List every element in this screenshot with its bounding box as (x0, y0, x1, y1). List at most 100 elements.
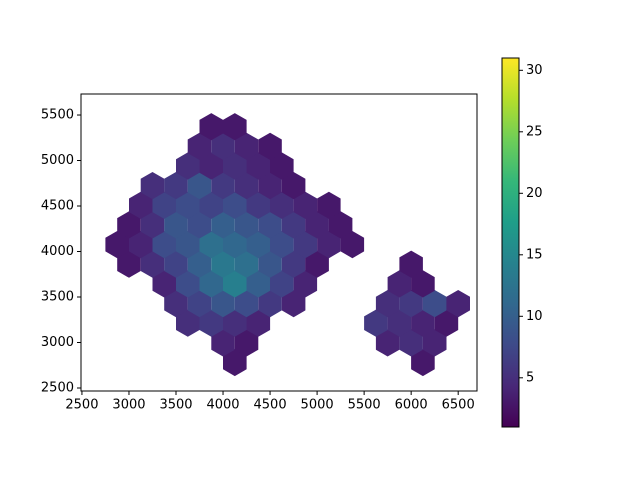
hex-cell (223, 152, 247, 180)
hex-cell (246, 191, 271, 219)
hex-cell (117, 250, 141, 278)
hex-cell (293, 270, 318, 298)
colorbar-tick-label: 5 (526, 370, 534, 385)
hex-cell (422, 329, 447, 357)
hex-cell (234, 211, 259, 239)
hex-cell (246, 270, 271, 298)
colorbar-tick-label: 25 (526, 124, 543, 139)
x-tick-label: 4000 (206, 398, 239, 413)
hex-cell (281, 211, 306, 239)
hex-cell (317, 191, 341, 219)
colorbar-tick-label: 10 (526, 309, 543, 324)
hex-cell (211, 329, 235, 357)
x-tick-label: 3500 (159, 398, 192, 413)
hex-cell (176, 231, 200, 259)
hex-cell (234, 250, 259, 278)
y-tick-label: 2500 (41, 380, 74, 395)
hex-cell (211, 250, 235, 278)
hex-cell (258, 172, 282, 200)
hex-cell (129, 231, 153, 259)
hex-cell (422, 290, 447, 318)
hex-cell (270, 152, 294, 180)
hex-cell (258, 250, 282, 278)
hex-cell (270, 270, 294, 298)
y-tick-label: 3500 (41, 290, 74, 305)
y-tick-label: 4500 (41, 199, 74, 214)
x-tick-label: 3000 (112, 398, 145, 413)
hex-cell (187, 211, 212, 239)
hex-cell (340, 231, 365, 259)
hex-cell (223, 270, 247, 298)
hex-cell (270, 191, 294, 219)
hex-cell (199, 113, 224, 141)
hex-cell (246, 231, 271, 259)
hex-cell (375, 290, 400, 318)
hex-cell (399, 290, 423, 318)
hex-cell (411, 309, 435, 337)
hex-cell (140, 172, 165, 200)
hex-cell (434, 309, 459, 337)
y-tick-label: 3000 (41, 335, 74, 350)
hex-cell (199, 270, 224, 298)
y-tick-label: 5000 (41, 153, 74, 168)
hex-cell (317, 231, 341, 259)
hex-cell (223, 113, 247, 141)
hex-cell (176, 309, 200, 337)
hex-cell (258, 132, 282, 160)
hex-cell (270, 231, 294, 259)
hex-cell (305, 250, 329, 278)
x-tick-label: 6000 (395, 398, 428, 413)
y-tick-label: 4000 (41, 244, 74, 259)
hex-cell (140, 211, 165, 239)
y-tick-label: 5500 (41, 108, 74, 123)
plot-frame (80, 93, 478, 392)
hex-cell (446, 290, 470, 318)
x-tick-label: 6500 (442, 398, 475, 413)
hex-cell (211, 290, 235, 318)
hex-cell (176, 152, 200, 180)
hex-cell (234, 329, 259, 357)
x-tick-label: 4500 (254, 398, 287, 413)
hex-cell (164, 172, 188, 200)
hex-cell (176, 270, 200, 298)
hex-cell (234, 290, 259, 318)
hex-cell (399, 250, 423, 278)
hex-cell (281, 250, 306, 278)
hex-cell (399, 329, 423, 357)
hex-cell (411, 348, 435, 377)
hex-cell (187, 132, 212, 160)
hex-cell (199, 152, 224, 180)
hex-cell (187, 250, 212, 278)
hex-cell (411, 270, 435, 298)
hex-cell (199, 191, 224, 219)
hex-cell (293, 231, 318, 259)
hex-cell (211, 211, 235, 239)
hex-cell (234, 172, 259, 200)
hex-cell (246, 152, 271, 180)
hex-cell (223, 309, 247, 337)
hex-cell (223, 348, 247, 377)
hex-cell (387, 309, 412, 337)
hex-cell (187, 290, 212, 318)
hex-cell (105, 231, 129, 259)
colorbar-tick-label: 15 (526, 247, 543, 262)
colorbar (501, 57, 520, 428)
hex-cell (223, 231, 247, 259)
hex-cell (211, 172, 235, 200)
colorbar-tick-label: 30 (526, 63, 543, 78)
hex-cell (164, 250, 188, 278)
hex-cell (364, 309, 388, 337)
x-tick-label: 5000 (301, 398, 334, 413)
hex-cell (164, 211, 188, 239)
hex-cell (246, 309, 271, 337)
hex-cell (117, 211, 141, 239)
hex-cell (305, 211, 329, 239)
hex-cell (199, 231, 224, 259)
x-tick-label: 5500 (348, 398, 381, 413)
hex-cell (129, 191, 153, 219)
hex-cell (258, 211, 282, 239)
hex-cell (152, 191, 176, 219)
hex-cell (223, 191, 247, 219)
hex-cell (328, 211, 353, 239)
